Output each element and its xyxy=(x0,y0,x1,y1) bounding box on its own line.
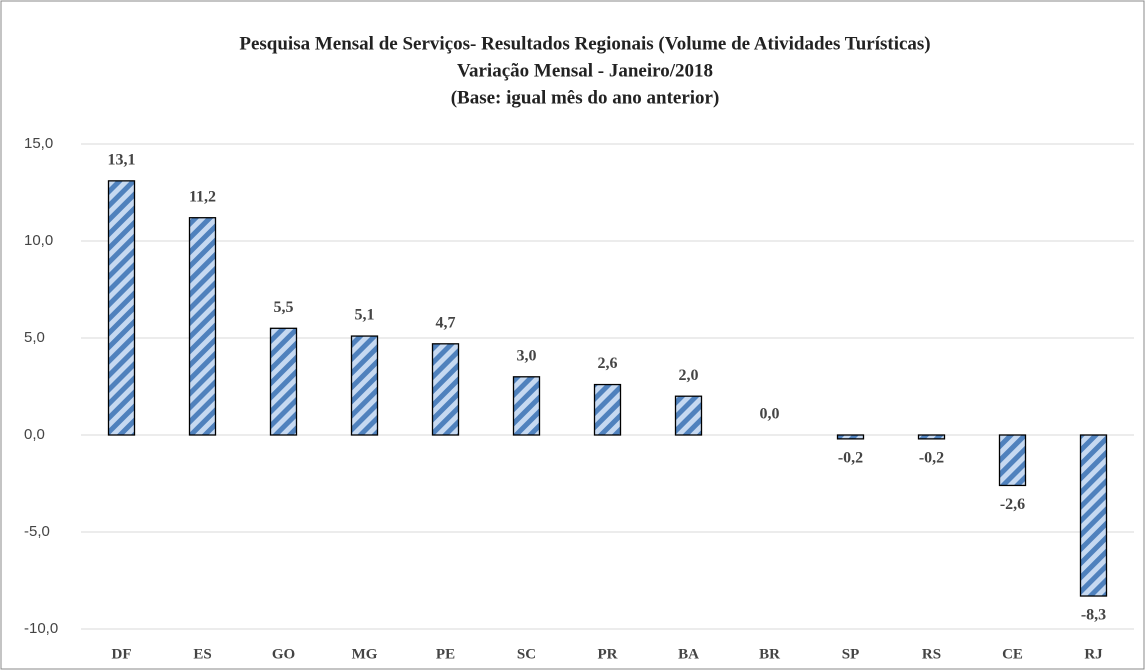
x-tick-label: BA xyxy=(678,646,699,662)
x-tick-label: BR xyxy=(759,646,780,662)
bar xyxy=(512,376,541,436)
bar xyxy=(188,217,217,436)
bar xyxy=(1079,434,1108,597)
y-tick-label: -5,0 xyxy=(24,523,50,540)
bar xyxy=(917,434,946,440)
bar xyxy=(350,335,379,436)
bar xyxy=(593,383,622,436)
y-tick-label: 0,0 xyxy=(24,426,45,443)
bar xyxy=(269,327,298,436)
x-tick-label: GO xyxy=(272,646,295,662)
chart-subtitle: (Base: igual mês do ano anterior) xyxy=(451,87,720,108)
x-tick-label: PE xyxy=(436,646,455,662)
data-label: -0,2 xyxy=(838,450,863,467)
bar xyxy=(836,434,865,440)
data-label: 5,5 xyxy=(274,299,294,316)
y-tick-label: -10,0 xyxy=(24,620,58,637)
y-tick-label: 5,0 xyxy=(24,329,45,346)
data-label: 2,6 xyxy=(598,355,618,372)
x-tick-label: MG xyxy=(352,646,378,662)
y-tick-label: 10,0 xyxy=(24,232,53,249)
x-tick-label: CE xyxy=(1002,646,1023,662)
x-tick-label: SP xyxy=(842,646,860,662)
chart-title: Pesquisa Mensal de Serviços- Resultados … xyxy=(239,33,930,54)
data-label: 2,0 xyxy=(679,367,699,384)
x-tick-label: ES xyxy=(193,646,211,662)
x-tick-label: SC xyxy=(517,646,536,662)
x-tick-label: DF xyxy=(112,646,132,662)
data-label: 5,1 xyxy=(355,307,375,324)
data-label: -8,3 xyxy=(1081,607,1106,624)
data-label: 3,0 xyxy=(517,347,537,364)
data-label: -2,6 xyxy=(1000,496,1025,513)
data-label: 0,0 xyxy=(760,406,780,423)
data-label: 11,2 xyxy=(189,188,216,205)
data-label: 13,1 xyxy=(108,152,136,169)
chart-subtitle: Variação Mensal - Janeiro/2018 xyxy=(457,60,713,81)
bar xyxy=(107,180,136,436)
data-label: -0,2 xyxy=(919,450,944,467)
bar xyxy=(998,434,1027,487)
x-tick-label: PR xyxy=(598,646,618,662)
bar xyxy=(431,343,460,436)
y-tick-label: 15,0 xyxy=(24,135,53,152)
x-tick-label: RJ xyxy=(1084,646,1103,662)
x-tick-label: RS xyxy=(922,646,941,662)
data-label: 4,7 xyxy=(436,314,456,331)
bar xyxy=(674,395,703,436)
